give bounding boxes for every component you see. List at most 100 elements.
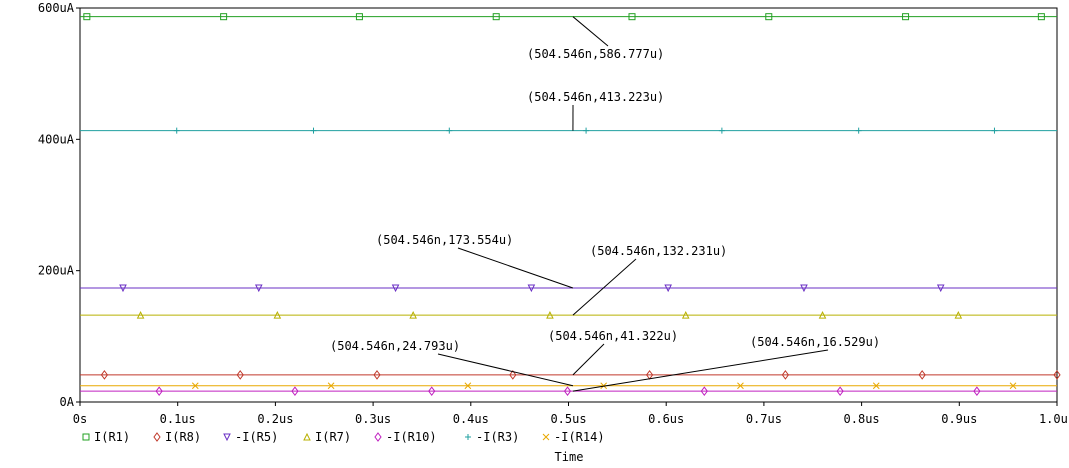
legend-label: -I(R14) [554,430,605,444]
triangle-up-marker [954,311,963,319]
diamond-marker [155,386,163,396]
square-marker [355,13,363,21]
x-axis-label: Time [555,450,584,464]
square-marker [83,13,91,21]
y-tick-label: 600uA [38,1,75,15]
square-marker [220,13,228,21]
legend-label: I(R1) [94,430,130,444]
series-i-r8 [80,370,1061,380]
legend-item: I(R7) [303,430,351,444]
legend-item: -I(R10) [374,430,437,444]
plus-marker [173,127,180,134]
plus-marker [446,127,453,134]
triangle-down-marker [119,284,127,293]
y-tick-label: 0A [60,395,75,409]
x-marker [737,382,744,390]
diamond-marker [509,370,517,380]
series-i-r5 [80,284,1057,293]
series-i-r10 [80,386,1057,396]
annotation-label: (504.546n,41.322u) [548,329,678,343]
x-marker [464,382,472,390]
x-tick-label: 0.2us [257,412,293,426]
legend-label: -I(R5) [235,430,278,444]
x-marker [542,433,550,441]
diamond-marker [781,370,790,380]
annotation-leader [572,16,609,47]
series-i-r1 [80,13,1057,21]
plus-marker [718,127,725,134]
x-marker [327,382,335,390]
annotation-label: (504.546n,173.554u) [376,233,513,247]
triangle-up-marker [409,311,417,319]
triangle-up-marker [303,432,311,441]
x-tick-label: 0.6us [648,412,684,426]
series-layer [80,13,1061,396]
legend-label: I(R7) [315,430,351,444]
annotation-label: (504.546n,16.529u) [750,335,880,349]
plus-marker [465,434,471,440]
triangle-down-marker [664,284,672,293]
annotation-label: (504.546n,132.231u) [590,244,727,258]
plus-marker [310,127,317,134]
legend: I(R1) I(R8) -I(R5) I(R7) -I(R10) -I(R3) -I(R14… [82,430,605,444]
diamond-marker [236,370,244,380]
annotation-leader [572,349,829,392]
diamond-marker [563,386,572,396]
x-marker [872,382,880,390]
axes: 0A 200uA 400uA 600uA 0s 0.1us 0.2us 0.3us 0.4us 0… [38,1,1069,426]
x-tick-label: 0.8us [844,412,880,426]
triangle-down-marker [527,284,536,293]
diamond-marker [291,386,299,396]
diamond-marker [973,386,981,396]
annotation-label: (504.546n,24.793u) [330,339,460,353]
x-tick-label: 1.0us [1039,412,1069,426]
square-marker [765,13,773,21]
x-tick-label: 0s [73,412,87,426]
x-tick-label: 0.9us [941,412,977,426]
triangle-up-marker [273,311,282,319]
x-tick-label: 0.3us [355,412,391,426]
diamond-marker [1053,370,1061,380]
legend-item: -I(R5) [223,430,278,444]
triangle-down-marker [936,284,945,293]
annotation-leader [572,343,605,376]
diamond-marker [153,432,161,442]
square-marker [82,433,90,441]
diamond-marker [918,370,926,380]
x-tick-label: 0.4us [453,412,489,426]
y-tick-label: 200uA [38,264,75,278]
annotation-label: (504.546n,586.777u) [527,47,664,61]
triangle-up-marker [136,311,145,319]
annotations-layer: (504.546n,586.777u) (504.546n,413.223u) (5… [330,16,880,392]
square-marker [902,13,910,21]
square-marker [492,13,500,21]
plus-marker [991,127,998,134]
x-marker [1009,382,1017,390]
triangle-up-marker [546,311,554,319]
series-i-r3 [80,127,1057,134]
diamond-marker [836,386,844,396]
square-marker [628,13,636,21]
diamond-marker [428,386,436,396]
legend-label: -I(R10) [386,430,437,444]
annotation-leader [457,247,574,289]
diamond-marker [700,386,708,396]
square-marker [1037,13,1045,21]
diamond-marker [100,370,109,380]
triangle-down-marker [800,284,808,293]
x-tick-label: 0.1us [160,412,196,426]
legend-label: I(R8) [165,430,201,444]
y-tick-label: 400uA [38,132,75,146]
x-marker [191,382,199,390]
annotation-leader [437,353,574,387]
annotation-label: (504.546n,413.223u) [527,90,664,104]
diamond-marker [374,432,382,442]
legend-item: I(R1) [82,430,130,444]
annotation-leader [572,258,637,316]
triangle-up-marker [681,311,690,319]
diamond-marker [373,370,381,380]
triangle-down-marker [254,284,263,293]
plus-marker [583,127,590,134]
triangle-down-marker [223,433,231,442]
x-tick-label: 0.7us [746,412,782,426]
